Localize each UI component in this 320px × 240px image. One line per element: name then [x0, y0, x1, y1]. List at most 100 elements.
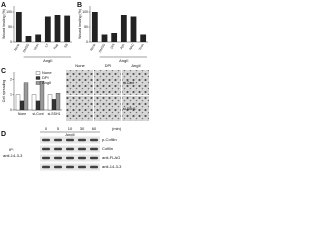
- bar: [54, 15, 61, 42]
- time-unit: (min): [112, 126, 122, 131]
- band: [90, 147, 98, 151]
- bar: [19, 100, 25, 111]
- band: [42, 156, 50, 160]
- x-tick-label: si-SSH1: [48, 112, 61, 116]
- micrograph: [66, 96, 93, 121]
- band: [90, 138, 98, 142]
- bar: [91, 12, 98, 42]
- panel-label: C: [1, 68, 6, 75]
- y-tick-label: 50: [84, 25, 88, 29]
- panel-label: B: [77, 2, 82, 9]
- band: [90, 156, 98, 160]
- micrographs: None DPI AngII si-Cont si-SSH1: [66, 63, 149, 121]
- ip-antibody: anti-14-3-3: [3, 153, 23, 158]
- bar: [101, 34, 108, 42]
- x-axis-label: AngII: [119, 58, 128, 63]
- band: [78, 147, 86, 151]
- y-axis-label: Wound healing (%): [78, 9, 82, 39]
- band: [90, 165, 98, 169]
- bar: [15, 12, 22, 42]
- band-label: anti-14-3-3: [102, 164, 122, 169]
- bar: [140, 34, 147, 42]
- band: [78, 138, 86, 142]
- time-label: 60: [92, 126, 97, 131]
- band-label: Cofilin: [102, 146, 113, 151]
- micrograph: [94, 70, 121, 95]
- y-tick-label: 100: [82, 10, 88, 14]
- band-label: p-Cofilin: [102, 137, 117, 142]
- time-label: 0: [45, 126, 48, 131]
- row-label: si-Cont: [123, 81, 134, 85]
- bar: [35, 100, 41, 111]
- legend-label: None: [42, 70, 52, 75]
- legend-swatch: [35, 81, 41, 85]
- column-label: DPI: [105, 63, 112, 68]
- band: [66, 147, 74, 151]
- x-tick-label: SB: [63, 43, 69, 49]
- legend-swatch: [35, 76, 41, 80]
- ip-label: IP:: [9, 147, 14, 152]
- x-axis-label: AngII: [43, 58, 52, 63]
- band: [78, 165, 86, 169]
- bar: [111, 33, 118, 42]
- y-tick-label: 50: [8, 25, 12, 29]
- micrograph: [122, 70, 149, 95]
- x-tick-label: DMSO: [22, 42, 31, 53]
- panel-label: A: [1, 2, 6, 9]
- band: [42, 165, 50, 169]
- x-tick-label: NAC: [128, 42, 135, 50]
- micrograph: [66, 70, 93, 95]
- x-tick-label: si-Cont: [32, 112, 43, 116]
- band: [66, 138, 74, 142]
- bar: [44, 16, 51, 42]
- time-label: 10: [68, 126, 73, 131]
- x-tick-label: DPI: [110, 43, 116, 50]
- band: [54, 165, 62, 169]
- column-label: AngII: [131, 63, 140, 68]
- band: [54, 147, 62, 151]
- panel-label: D: [1, 131, 6, 138]
- column-label: None: [75, 63, 85, 68]
- legend-label: DPI: [42, 75, 49, 80]
- y-axis-label: Cell spreading: [2, 80, 6, 102]
- x-tick-label: Tiron: [138, 43, 145, 51]
- x-tick-label: LY: [44, 42, 50, 48]
- row-label: si-SSH1: [123, 107, 136, 111]
- y-tick-label: 0: [10, 108, 12, 112]
- band: [42, 147, 50, 151]
- band: [54, 156, 62, 160]
- bar: [64, 15, 71, 42]
- x-tick-label: Rap: [53, 43, 60, 50]
- y-tick-label: 100: [6, 10, 12, 14]
- western-blot: D IP: anti-14-3-3 (min) AngII 0 5 10 30 60 p-…: [1, 126, 122, 171]
- y-tick-label: 0: [86, 40, 88, 44]
- bar: [35, 34, 42, 42]
- micrograph: [94, 96, 121, 121]
- bar: [25, 36, 32, 42]
- legend-swatch: [35, 71, 41, 75]
- time-label: 30: [80, 126, 85, 131]
- bar: [39, 80, 45, 111]
- bar: [47, 94, 53, 111]
- bar: [31, 94, 37, 111]
- bar: [55, 93, 61, 111]
- micrograph: [122, 96, 149, 121]
- y-axis-label: Wound healing (%): [2, 9, 6, 39]
- y-tick-label: 2: [10, 78, 12, 82]
- time-label: 5: [57, 126, 60, 131]
- treatment-label: AngII: [65, 132, 74, 137]
- band-label: anti-FLAG: [102, 155, 120, 160]
- x-tick-label: DMSO: [98, 42, 107, 53]
- band: [54, 138, 62, 142]
- band: [78, 156, 86, 160]
- bar: [15, 94, 21, 111]
- bar: [51, 99, 57, 111]
- y-tick-label: 0: [10, 40, 12, 44]
- y-tick-label: 1: [10, 93, 12, 97]
- band: [66, 156, 74, 160]
- band: [66, 165, 74, 169]
- legend-label: AngII: [42, 80, 51, 85]
- x-tick-label: None: [18, 112, 26, 116]
- x-tick-label: None: [89, 43, 96, 52]
